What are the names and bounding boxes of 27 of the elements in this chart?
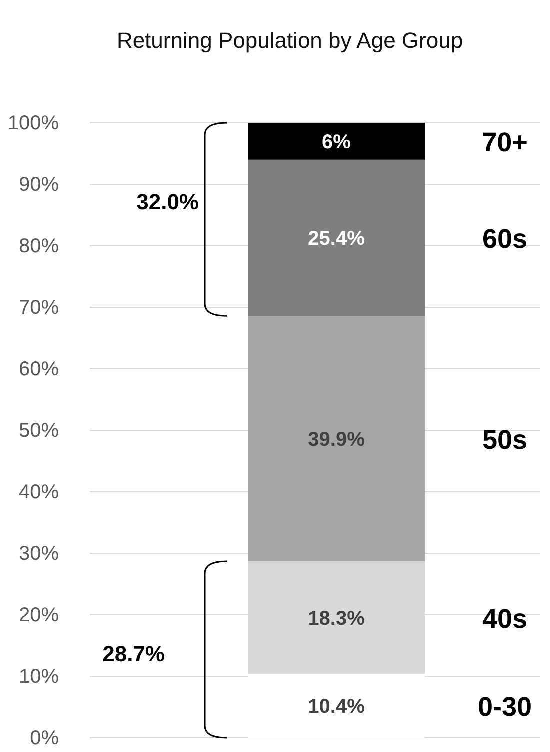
y-tick-label: 30% [18,542,60,565]
y-tick-label: 70% [18,296,60,319]
y-tick-label: 20% [18,604,60,626]
data-label: 39.9% [308,428,366,451]
chart-title: Returning Population by Age Group [116,28,464,53]
text: 60s [482,224,528,254]
data-label: 25.4% [308,228,366,250]
y-tick-label: 100% [8,112,60,134]
y-tick-label: 50% [18,420,60,442]
y-tick-label: 60% [18,358,60,380]
bar [248,316,425,562]
y-tick-label: 0% [30,727,60,750]
text: 70+ [482,127,528,158]
series-label: 0-30 [478,692,532,722]
text: 40s [482,604,528,634]
y-tick-label: 10% [18,666,60,688]
text: 50s [482,424,528,455]
data-label: 10.4% [308,696,366,718]
y-tick-label: 90% [18,174,60,196]
data-label: 6% [322,131,352,154]
y-tick-label: 40% [18,481,60,504]
y-tick-label: 80% [18,235,60,258]
bar [248,160,425,316]
annotation: 32.0% [136,190,199,215]
data-label: 18.3% [308,608,366,630]
annotation: 28.7% [102,642,165,667]
bar [248,123,425,160]
